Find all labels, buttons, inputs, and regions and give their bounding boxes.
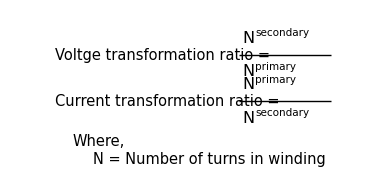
Text: N: N (242, 64, 254, 79)
Text: Where,: Where, (72, 134, 124, 149)
Text: Current transformation ratio =: Current transformation ratio = (54, 94, 284, 109)
Text: N: N (242, 111, 254, 126)
Text: primary: primary (255, 75, 296, 85)
Text: primary: primary (255, 62, 296, 72)
Text: N: N (242, 77, 254, 92)
Text: N: N (242, 31, 254, 46)
Text: secondary: secondary (255, 29, 309, 39)
Text: N = Number of turns in winding: N = Number of turns in winding (93, 152, 325, 167)
Text: secondary: secondary (255, 108, 309, 118)
Text: Voltge transformation ratio =: Voltge transformation ratio = (54, 48, 274, 63)
